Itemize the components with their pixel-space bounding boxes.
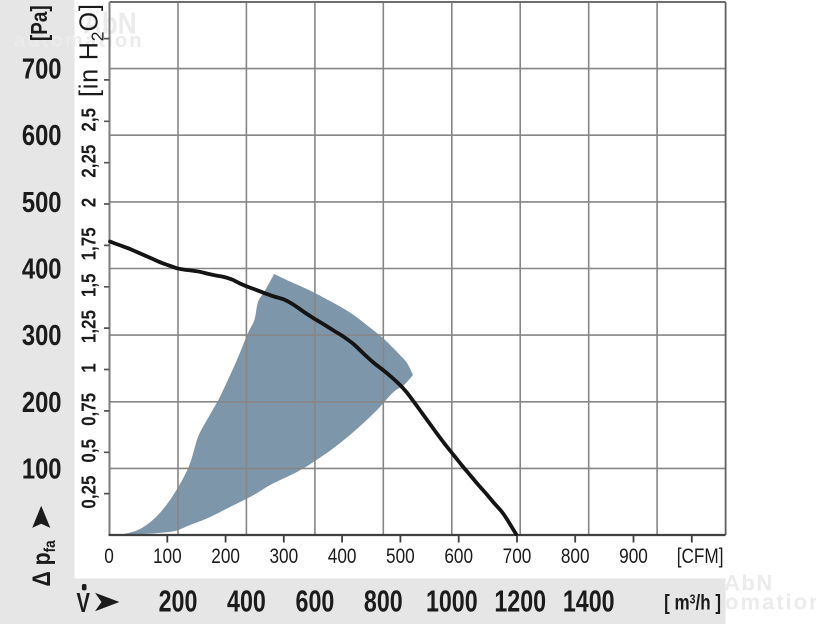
svg-text:600: 600 [22,119,62,152]
svg-text:100: 100 [22,452,62,485]
svg-text:AbN: AbN [724,570,774,595]
svg-text:0: 0 [104,544,114,568]
svg-text:[in H2O]: [in H2O] [75,3,107,97]
svg-text:300: 300 [269,544,298,568]
svg-text:200: 200 [211,544,240,568]
svg-text:600: 600 [444,544,473,568]
svg-text:100: 100 [153,544,182,568]
svg-text:1,75: 1,75 [77,227,100,260]
svg-text:2: 2 [77,198,100,207]
svg-text:800: 800 [561,544,590,568]
svg-text:1,5: 1,5 [77,273,100,297]
svg-text:1200: 1200 [494,583,546,618]
svg-text:V: V [77,588,91,619]
svg-text:automation: automation [686,590,816,615]
svg-text:700: 700 [503,544,532,568]
svg-text:2,5: 2,5 [77,108,100,132]
svg-text:200: 200 [159,583,198,618]
svg-text:400: 400 [227,583,266,618]
svg-text:1: 1 [77,363,100,372]
svg-text:[CFM]: [CFM] [677,544,724,568]
svg-text:500: 500 [22,186,62,219]
svg-text:1400: 1400 [563,583,615,618]
svg-text:200: 200 [22,386,62,419]
svg-text:600: 600 [296,583,335,618]
svg-text:700: 700 [22,52,62,85]
svg-text:500: 500 [386,544,415,568]
svg-text:0,5: 0,5 [77,439,100,463]
svg-text:[Pa]: [Pa] [27,5,52,41]
svg-text:400: 400 [328,544,357,568]
svg-text:400: 400 [22,252,62,285]
svg-text:0,75: 0,75 [77,393,100,426]
svg-text:2,25: 2,25 [77,145,100,178]
svg-text:0,25: 0,25 [77,476,100,509]
svg-text:[ m3/h ]: [ m3/h ] [664,591,721,615]
svg-text:800: 800 [364,583,403,618]
svg-text:900: 900 [619,544,648,568]
svg-text:1000: 1000 [426,583,478,618]
svg-text:300: 300 [22,319,62,352]
svg-text:1,25: 1,25 [77,310,100,343]
